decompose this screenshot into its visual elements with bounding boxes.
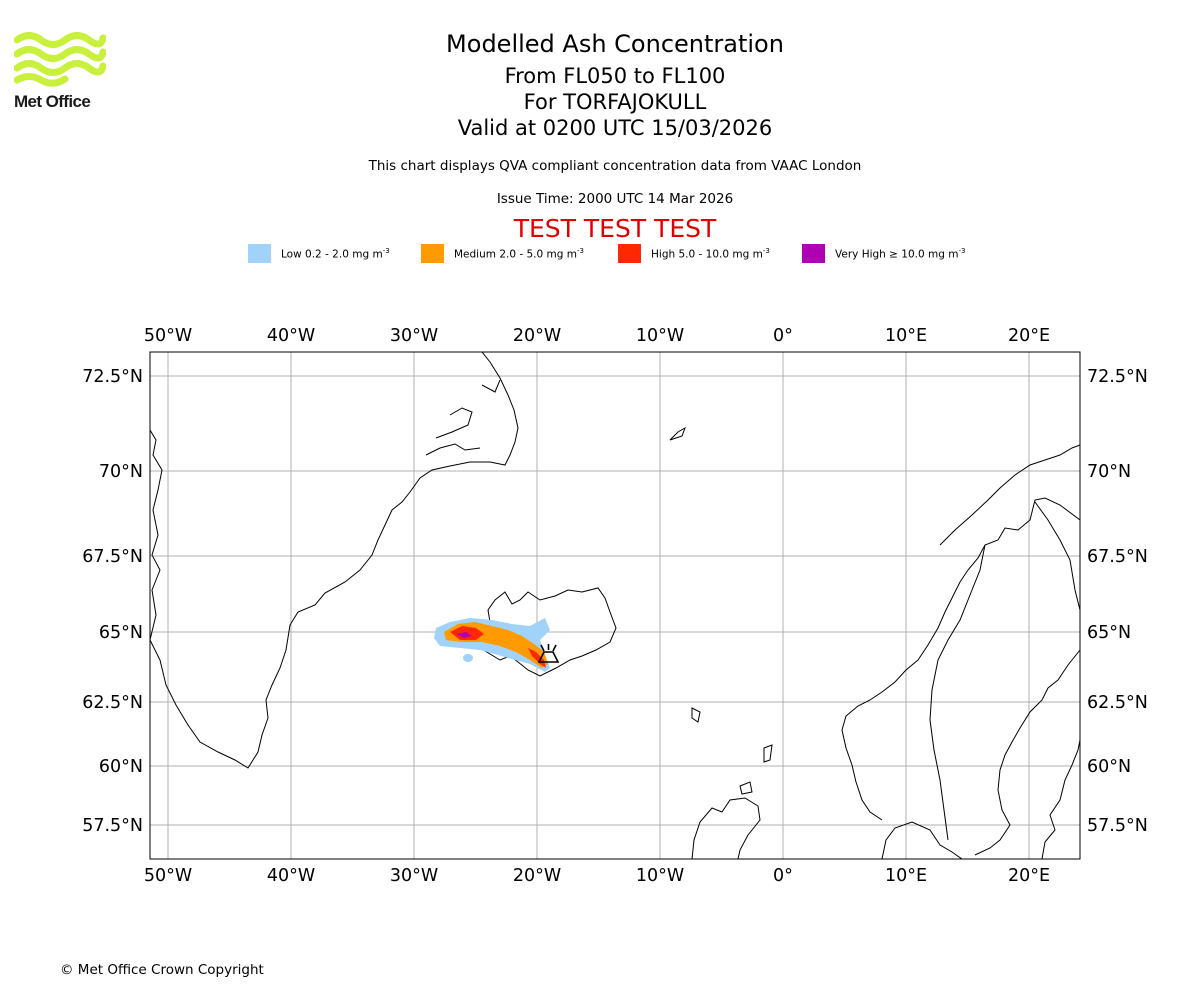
coastline-scotland (691, 797, 761, 859)
legend-item-veryhigh: Very High ≥ 10.0 mg m-3 (802, 244, 965, 263)
ash-low-patch (463, 654, 473, 662)
legend-item-high: High 5.0 - 10.0 mg m-3 (618, 244, 770, 263)
legend-item-low: Low 0.2 - 2.0 mg m-3 (248, 244, 390, 263)
lat-label-right-62-5n: 62.5°N (1087, 693, 1148, 713)
coastline-greenland (150, 352, 519, 769)
met-office-logo: Met Office (13, 30, 110, 114)
lon-label-top-20w: 20°W (513, 326, 561, 346)
test-banner: TEST TEST TEST (513, 214, 717, 243)
coastline-sweden-inner (1034, 501, 1080, 611)
coastline-orkney (739, 781, 753, 795)
logo-text: Met Office (14, 92, 91, 111)
legend-swatch-low (248, 244, 271, 263)
lon-label-bottom-30w: 30°W (390, 866, 438, 886)
coastline-iceland (460, 587, 617, 677)
lat-label-right-65n: 65°N (1087, 623, 1131, 643)
map-gridlines (150, 352, 1080, 859)
legend-label-veryhigh: Very High ≥ 10.0 mg m-3 (835, 246, 966, 261)
lon-label-top-40w: 40°W (267, 326, 315, 346)
issue-time: Issue Time: 2000 UTC 14 Mar 2026 (496, 191, 734, 207)
chart-title: Modelled Ash Concentration (446, 30, 784, 58)
lat-label-right-57-5n: 57.5°N (1087, 816, 1148, 836)
lon-label-bottom-10w: 10°W (636, 866, 684, 886)
lon-label-bottom-10e: 10°E (885, 866, 927, 886)
volcano-icon (537, 644, 560, 663)
valid-time: Valid at 0200 UTC 15/03/2026 (457, 116, 773, 140)
lat-label-left-67-5n: 67.5°N (82, 547, 143, 567)
lon-label-bottom-20w: 20°W (513, 866, 561, 886)
lon-label-top-20e: 20°E (1008, 326, 1050, 346)
lon-label-bottom-20e: 20°E (1008, 866, 1050, 886)
coastline-gulf-of-bothnia (974, 649, 1080, 856)
lat-label-left-65n: 65°N (99, 623, 143, 643)
legend-label-high: High 5.0 - 10.0 mg m-3 (651, 246, 770, 261)
coastline-scandinavia (841, 497, 1080, 859)
lat-label-right-72-5n: 72.5°N (1087, 367, 1148, 387)
lat-label-left-70n: 70°N (99, 462, 143, 482)
flight-levels: From FL050 to FL100 (504, 64, 726, 88)
ash-high (450, 626, 546, 668)
lon-label-top-0: 0° (773, 326, 793, 346)
lat-label-left-72-5n: 72.5°N (82, 367, 143, 387)
legend-swatch-high (618, 244, 641, 263)
lat-label-left-57-5n: 57.5°N (82, 816, 143, 836)
lat-label-left-62-5n: 62.5°N (82, 693, 143, 713)
legend-swatch-medium (421, 244, 444, 263)
lon-label-bottom-40w: 40°W (267, 866, 315, 886)
coastline-sweden-border (929, 544, 986, 841)
lat-label-right-60n: 60°N (1087, 757, 1131, 777)
lon-label-top-10w: 10°W (636, 326, 684, 346)
lon-label-top-10e: 10°E (885, 326, 927, 346)
lon-label-top-50w: 50°W (144, 326, 192, 346)
legend-swatch-veryhigh (802, 244, 825, 263)
coastline-shetland (763, 744, 773, 763)
coastline-faroe (691, 707, 701, 723)
copyright: © Met Office Crown Copyright (60, 962, 264, 978)
ash-veryhigh (456, 632, 472, 638)
legend-label-low: Low 0.2 - 2.0 mg m-3 (281, 246, 390, 261)
lon-label-bottom-0: 0° (773, 866, 793, 886)
legend-item-medium: Medium 2.0 - 5.0 mg m-3 (421, 244, 584, 263)
volcano-name: For TORFAJOKULL (523, 90, 707, 114)
coastline-norway-north (939, 444, 1080, 546)
coastline-greenland-fjords (425, 379, 501, 456)
lat-label-right-67-5n: 67.5°N (1087, 547, 1148, 567)
ash-cloud (434, 618, 550, 672)
map-frame (149, 351, 1081, 860)
lat-label-right-70n: 70°N (1087, 462, 1131, 482)
coastline-jan-mayen (669, 426, 686, 441)
lon-label-top-30w: 30°W (390, 326, 438, 346)
legend-label-medium: Medium 2.0 - 5.0 mg m-3 (454, 246, 584, 261)
met-office-wave-icon (13, 32, 107, 87)
lat-label-left-60n: 60°N (99, 757, 143, 777)
lon-label-bottom-50w: 50°W (144, 866, 192, 886)
chart-subtitle: This chart displays QVA compliant concen… (368, 158, 862, 174)
